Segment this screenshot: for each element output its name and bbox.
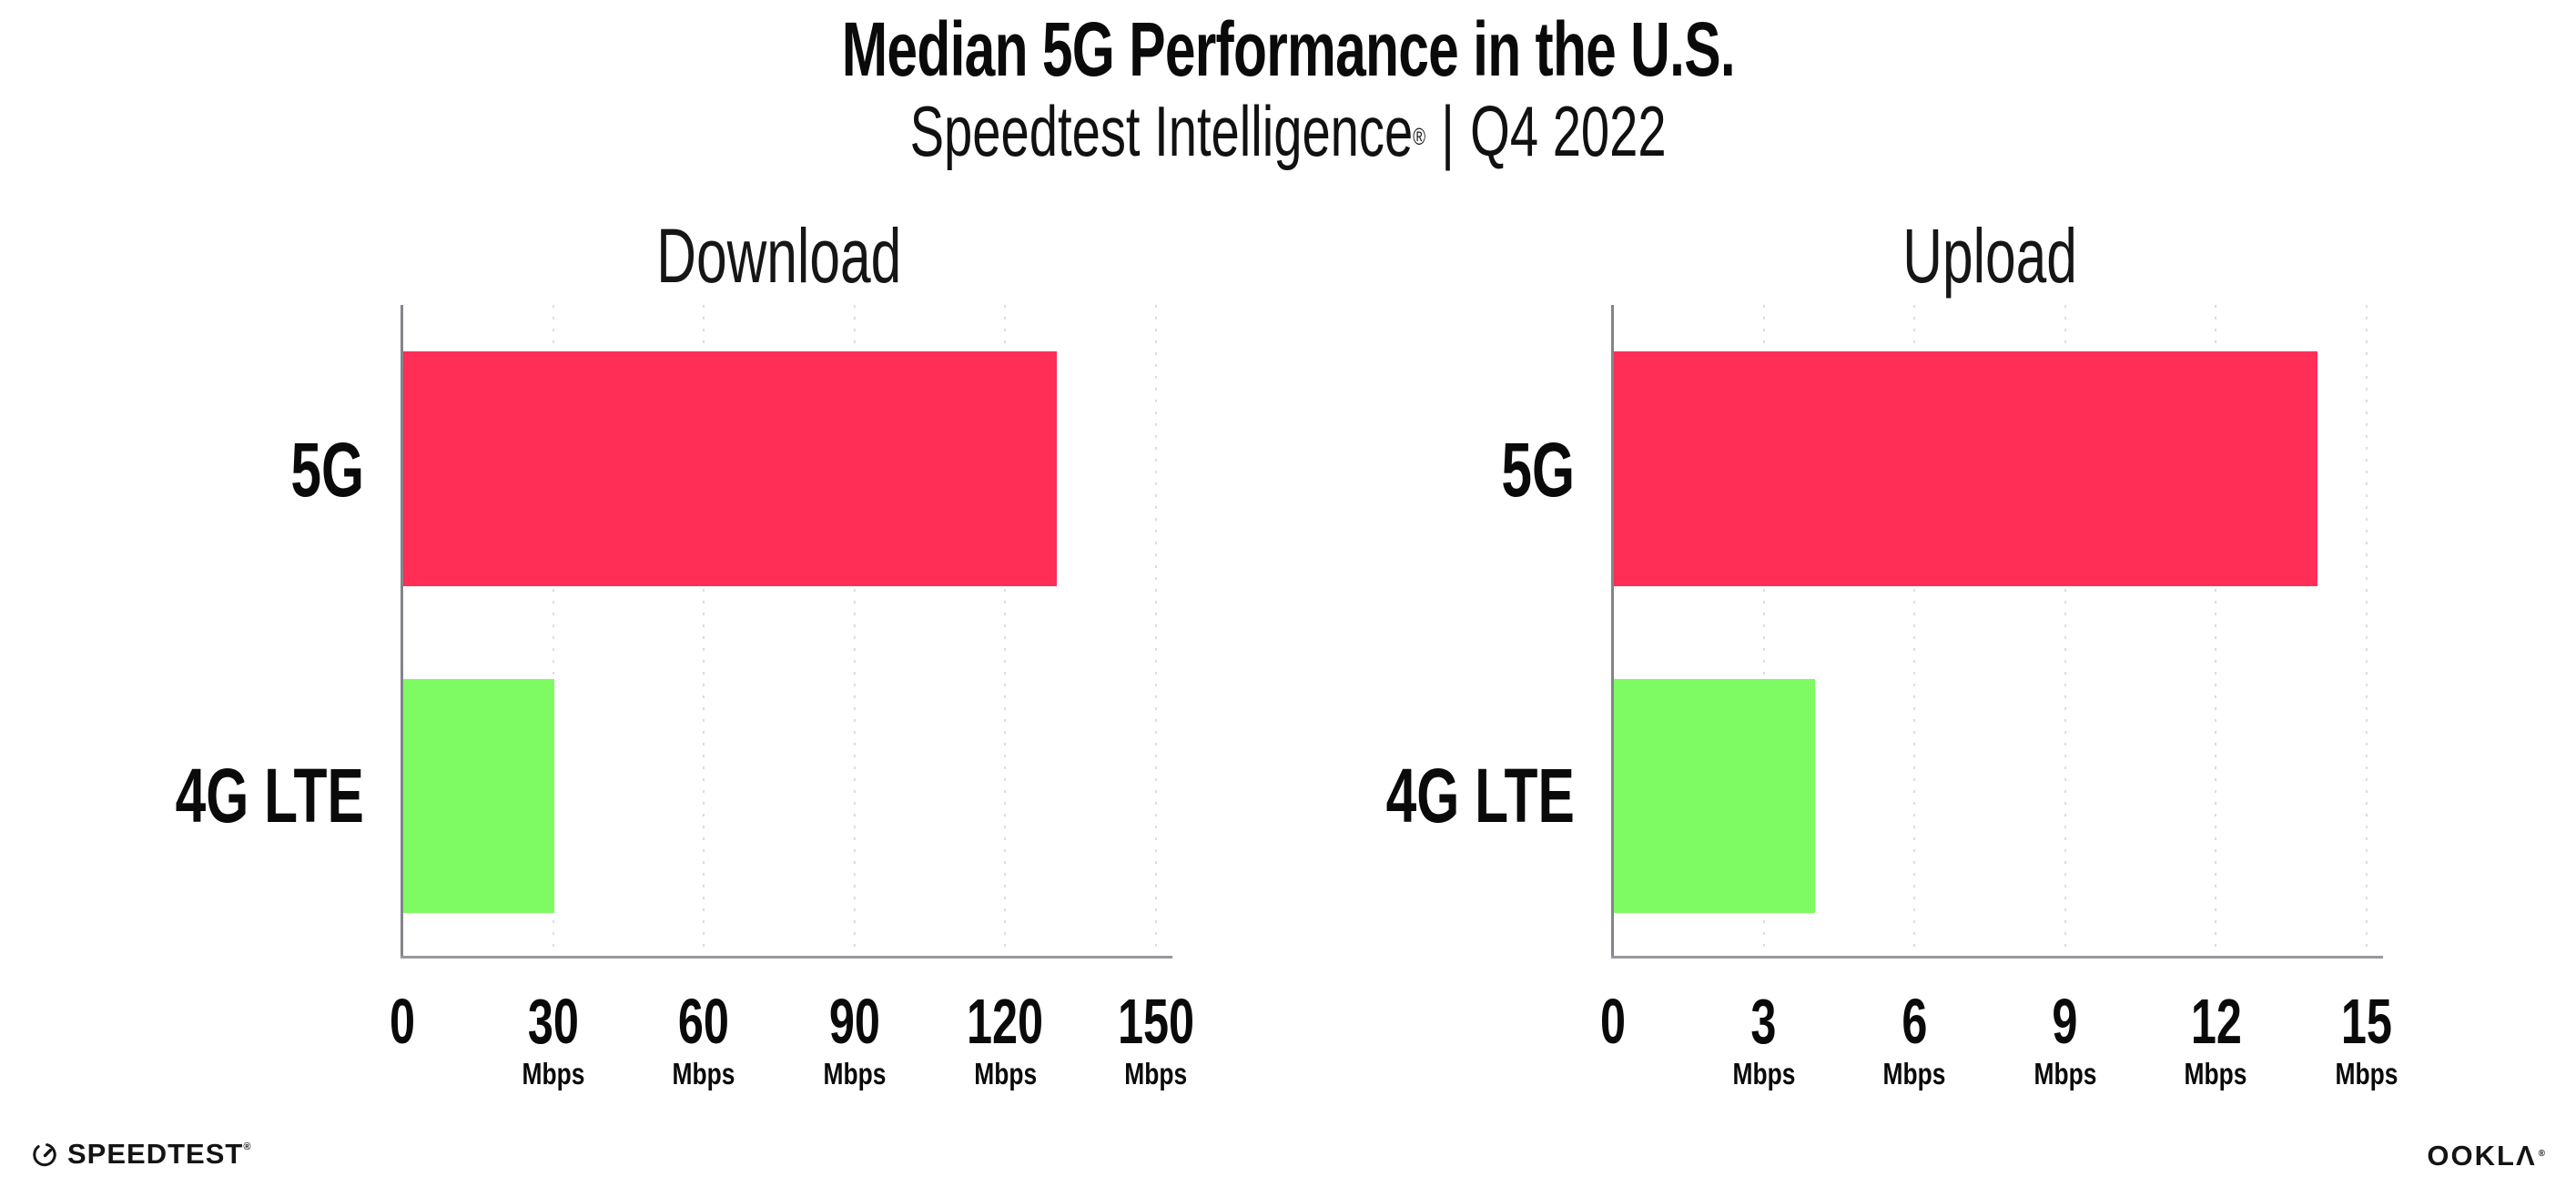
x-tick: 12 Mbps bbox=[2176, 989, 2255, 1090]
x-tick: 60 Mbps bbox=[664, 989, 743, 1090]
speedtest-gauge-icon bbox=[33, 1142, 57, 1167]
x-tick-unit: Mbps bbox=[2033, 1057, 2097, 1090]
page-title: Median 5G Performance in the U.S. bbox=[0, 9, 2576, 89]
x-tick: 0 bbox=[1599, 986, 1627, 1057]
ookla-registered-mark: ® bbox=[2538, 1149, 2547, 1159]
x-tick: 6 Mbps bbox=[1875, 989, 1953, 1090]
x-tick: 0 bbox=[389, 986, 416, 1057]
y-axis-line bbox=[1611, 305, 1614, 956]
x-tick: 3 Mbps bbox=[1725, 989, 1803, 1090]
x-tick-unit: Mbps bbox=[1732, 1057, 1796, 1090]
gridline bbox=[853, 305, 856, 956]
bar-4g-lte bbox=[1614, 679, 1815, 913]
upload-plot-area: 5G 4G LTE 0 3 Mbps 6 Mbps 9 Mbps 12 Mbps 15 Mbps bbox=[1386, 305, 2398, 1090]
page-subtitle: Speedtest Intelligence® | Q4 2022 bbox=[0, 93, 2576, 169]
speedtest-registered-mark: ® bbox=[243, 1141, 252, 1152]
bar-4g-lte bbox=[403, 679, 554, 913]
x-tick: 90 Mbps bbox=[816, 989, 894, 1090]
ookla-wordmark: OOKLΛ bbox=[2427, 1140, 2537, 1172]
registered-mark: ® bbox=[1413, 123, 1425, 150]
category-label-5g: 5G bbox=[1501, 427, 1575, 512]
x-tick-unit: Mbps bbox=[2184, 1057, 2247, 1090]
category-label-4g-lte: 4G LTE bbox=[175, 753, 364, 838]
subtitle-brand: Speedtest Intelligence bbox=[909, 91, 1414, 171]
category-label-4g-lte: 4G LTE bbox=[1385, 753, 1575, 838]
x-axis-line bbox=[401, 956, 1172, 959]
speedtest-wordmark: SPEEDTEST® bbox=[67, 1138, 252, 1170]
x-tick-unit: Mbps bbox=[672, 1057, 735, 1090]
x-tick-unit: Mbps bbox=[973, 1057, 1037, 1090]
x-tick: 30 Mbps bbox=[514, 989, 593, 1090]
y-axis-line bbox=[401, 305, 403, 956]
ookla-logo: OOKLΛ ® bbox=[2427, 1141, 2547, 1171]
x-axis-line bbox=[1611, 956, 2383, 959]
upload-chart-title: Upload bbox=[1902, 213, 2077, 299]
gridline bbox=[552, 305, 554, 956]
x-tick-unit: Mbps bbox=[1124, 1057, 1188, 1090]
x-tick-unit: Mbps bbox=[1882, 1057, 1946, 1090]
download-chart-title: Download bbox=[656, 213, 902, 299]
gridline bbox=[2215, 305, 2217, 956]
x-tick-unit: Mbps bbox=[2335, 1057, 2399, 1090]
x-axis-ticks: 0 30 Mbps 60 Mbps 90 Mbps 120 Mbps 150 Mbps bbox=[390, 305, 1194, 1090]
x-tick: 120 Mbps bbox=[952, 989, 1059, 1090]
speedtest-logo: SPEEDTEST® bbox=[33, 1139, 251, 1170]
page-title-text: Median 5G Performance in the U.S. bbox=[841, 6, 1735, 92]
gridline bbox=[2366, 305, 2368, 956]
gridline bbox=[1155, 305, 1157, 956]
x-tick: 150 Mbps bbox=[1103, 989, 1210, 1090]
x-tick: 9 Mbps bbox=[2026, 989, 2104, 1090]
x-tick-unit: Mbps bbox=[823, 1057, 887, 1090]
subtitle-period: Q4 2022 bbox=[1470, 91, 1667, 171]
gridline bbox=[1762, 305, 1765, 956]
subtitle-separator: | bbox=[1441, 91, 1455, 171]
gridline bbox=[1913, 305, 1916, 956]
x-tick-unit: Mbps bbox=[522, 1057, 585, 1090]
x-tick: 15 Mbps bbox=[2328, 989, 2406, 1090]
bar-5g bbox=[403, 351, 1057, 586]
x-axis-ticks: 0 3 Mbps 6 Mbps 9 Mbps 12 Mbps 15 Mbps bbox=[1600, 305, 2398, 1090]
download-plot-area: 5G 4G LTE 0 30 Mbps 60 Mbps 90 Mbps 120 Mbps 150 M… bbox=[176, 305, 1194, 1090]
gridline bbox=[703, 305, 705, 956]
gridline bbox=[2064, 305, 2066, 956]
category-label-5g: 5G bbox=[290, 427, 364, 512]
gridline bbox=[1004, 305, 1007, 956]
bar-5g bbox=[1614, 351, 2317, 586]
